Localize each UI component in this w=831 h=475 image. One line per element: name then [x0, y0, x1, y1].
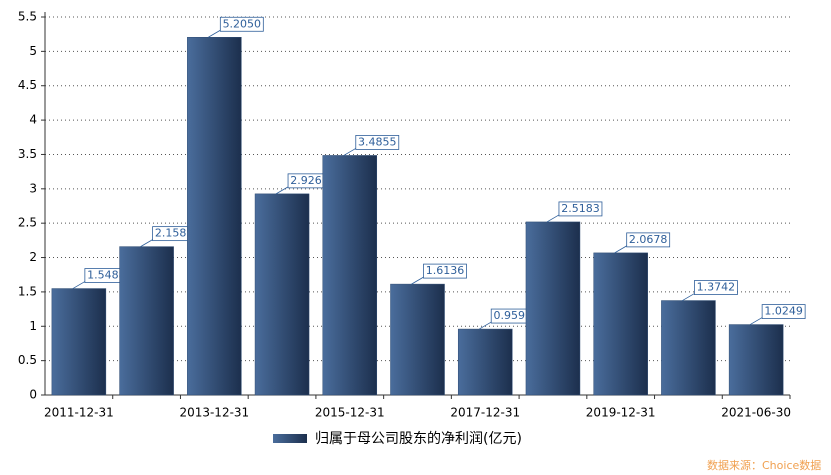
- bar: [593, 252, 648, 396]
- label-leader: [749, 317, 763, 325]
- y-tick-label: 1.5: [18, 284, 37, 298]
- bar: [457, 328, 513, 396]
- bar: [661, 300, 716, 396]
- label-box: [694, 280, 738, 295]
- value-label: 2.0678: [629, 233, 668, 246]
- bar: [119, 246, 174, 396]
- x-tick-label: 2017-12-31: [450, 406, 520, 420]
- bar: [390, 283, 445, 396]
- y-tick-label: 4.5: [18, 78, 37, 92]
- value-label: 1.0249: [764, 305, 803, 318]
- label-leader: [614, 245, 627, 254]
- label-box: [558, 201, 603, 217]
- label-box: [423, 263, 467, 279]
- bar: [51, 288, 107, 396]
- x-tick-label: 2013-12-31: [179, 406, 249, 420]
- x-tick-label: 2015-12-31: [315, 406, 385, 420]
- x-tick-label: 2019-12-31: [586, 406, 656, 420]
- y-tick-label: 1: [29, 319, 37, 333]
- legend-label: 归属于母公司股东的净利润(亿元): [315, 430, 522, 447]
- label-leader: [140, 239, 153, 247]
- x-tick-label: 2021-06-30: [721, 406, 791, 420]
- y-tick-label: 0: [29, 388, 37, 402]
- value-label: 0.9595: [493, 309, 532, 322]
- label-leader: [343, 148, 356, 156]
- label-box: [626, 232, 671, 248]
- label-leader: [479, 321, 492, 330]
- label-leader: [72, 281, 86, 289]
- value-label: 2.5183: [561, 202, 600, 215]
- legend-swatch: [273, 434, 307, 443]
- value-label: 3.4855: [358, 135, 397, 148]
- bar: [525, 221, 581, 396]
- y-tick-label: 5: [29, 44, 37, 58]
- x-tick-label: 2011-12-31: [44, 406, 114, 420]
- y-tick-label: 3.5: [18, 147, 37, 161]
- bar: [187, 37, 242, 396]
- y-tick-label: 5.5: [18, 10, 37, 24]
- label-leader: [411, 276, 424, 285]
- y-tick-label: 2: [29, 250, 37, 264]
- label-box: [219, 16, 264, 32]
- source-note: 数据来源：Choice数据: [707, 458, 821, 472]
- y-tick-label: 2.5: [18, 216, 37, 230]
- y-tick-label: 3: [29, 181, 37, 195]
- y-tick-label: 4: [29, 113, 37, 127]
- label-leader: [208, 29, 221, 38]
- label-box: [761, 304, 806, 319]
- label-box: [355, 135, 400, 150]
- bar: [254, 193, 310, 396]
- label-leader: [275, 186, 289, 195]
- bar: [728, 324, 784, 396]
- value-label: 1.6136: [426, 264, 465, 277]
- label-leader: [682, 293, 695, 301]
- value-label: 2.9267: [290, 174, 329, 187]
- value-label: 1.3742: [697, 281, 736, 294]
- value-label: 2.1589: [155, 227, 194, 240]
- label-leader: [546, 214, 560, 223]
- bar: [322, 155, 378, 396]
- value-label: 5.2050: [223, 17, 262, 30]
- value-label: 1.5488: [87, 269, 126, 282]
- y-tick-label: 0.5: [18, 353, 37, 367]
